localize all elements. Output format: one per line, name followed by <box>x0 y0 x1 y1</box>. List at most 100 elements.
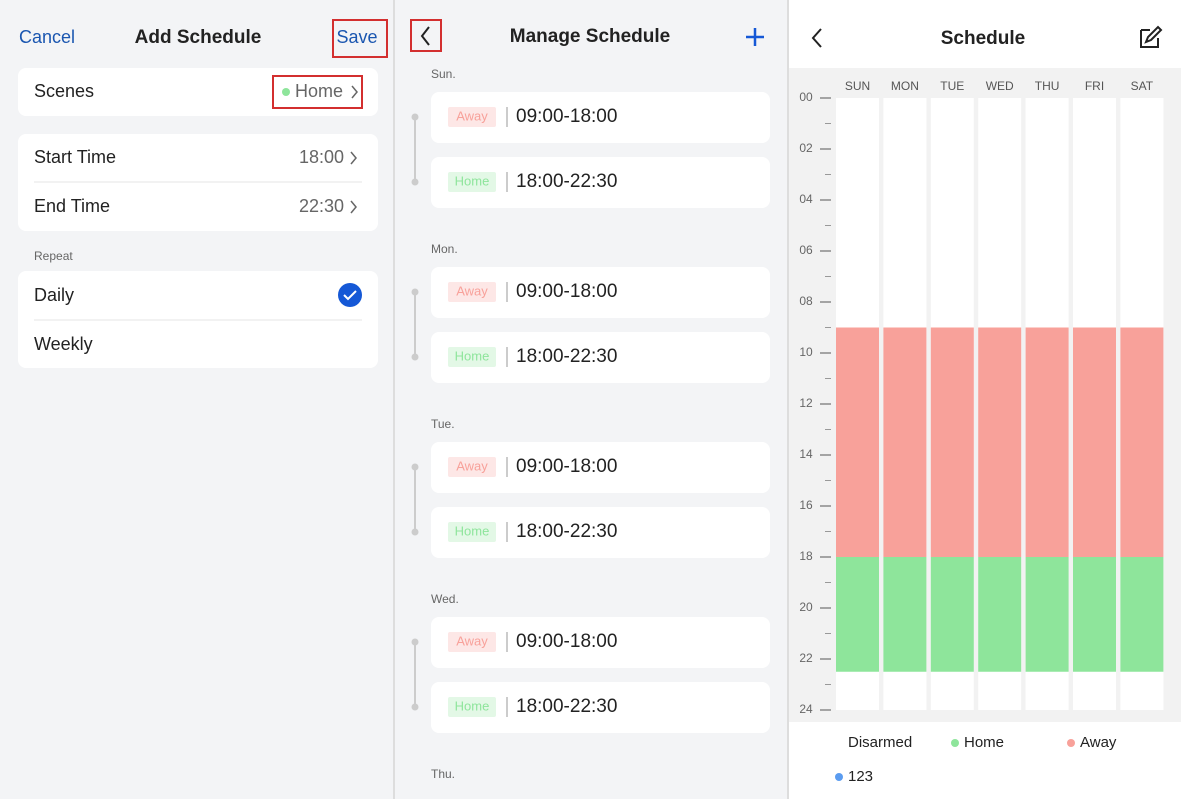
end-time-value[interactable]: 22:30 <box>299 196 344 216</box>
time-range: 09:00-18:00 <box>516 281 617 302</box>
page-title: Manage Schedule <box>510 26 671 47</box>
edit-button[interactable] <box>1140 25 1163 48</box>
legend-swatch <box>1067 739 1075 747</box>
separator <box>787 0 789 799</box>
schedule-card[interactable] <box>431 267 770 318</box>
schedule-segment <box>883 557 927 672</box>
repeat-option[interactable]: Daily <box>34 285 74 305</box>
y-tick-label: 12 <box>799 396 813 410</box>
scene-tag-label: Home <box>455 173 490 188</box>
panel-background <box>0 0 393 799</box>
legend-label: Home <box>964 734 1004 751</box>
timeline-dot <box>411 113 419 121</box>
repeat-option[interactable]: Weekly <box>34 334 93 354</box>
y-tick-label: 02 <box>799 141 813 155</box>
cancel-button[interactable]: Cancel <box>19 27 75 47</box>
y-tick-label: 10 <box>799 345 813 359</box>
scene-tag <box>448 347 496 367</box>
y-tick-label: 22 <box>799 651 813 665</box>
day-header: SAT <box>1131 79 1154 93</box>
end-time-label: End Time <box>34 196 110 216</box>
y-tick-label: 24 <box>799 702 813 716</box>
schedule-segment <box>1120 327 1164 557</box>
scene-tag-label: Away <box>456 283 488 298</box>
chevron <box>350 200 357 214</box>
timeline-dot <box>411 178 419 186</box>
highlight-box <box>410 19 442 52</box>
y-tick-label: 06 <box>799 243 813 257</box>
time-range: 18:00-22:30 <box>516 696 617 717</box>
save-button[interactable]: Save <box>336 27 377 47</box>
schedule-card[interactable] <box>431 442 770 493</box>
legend-label: Disarmed <box>848 734 912 751</box>
y-tick-label: 18 <box>799 549 813 563</box>
highlight-box <box>332 19 388 58</box>
schedule-segment <box>978 557 1022 672</box>
time-range: 18:00-22:30 <box>516 171 617 192</box>
scenes-label: Scenes <box>34 81 94 101</box>
day-label: Thu. <box>431 767 455 781</box>
schedule-card[interactable] <box>431 682 770 733</box>
scene-dot <box>282 88 290 96</box>
schedule-segment <box>978 327 1022 557</box>
legend-swatch <box>835 773 843 781</box>
start-time-label: Start Time <box>34 147 116 167</box>
schedule-segment <box>930 557 974 672</box>
legend-label: Away <box>1080 734 1117 751</box>
back-button[interactable] <box>811 28 822 48</box>
schedule-segment <box>1073 557 1116 672</box>
schedule-segment <box>1025 327 1069 557</box>
day-label: Wed. <box>431 592 459 606</box>
start-time-value[interactable]: 18:00 <box>299 147 344 167</box>
time-range: 18:00-22:30 <box>516 346 617 367</box>
y-tick-label: 20 <box>799 600 813 614</box>
schedule-segment <box>1120 557 1164 672</box>
scene-tag <box>448 282 496 302</box>
page-title: Schedule <box>941 28 1025 49</box>
time-range: 09:00-18:00 <box>516 631 617 652</box>
legend-swatch <box>951 739 959 747</box>
time-range: 09:00-18:00 <box>516 456 617 477</box>
check-icon <box>338 283 362 307</box>
schedule-list: Sun. Away 09:00-18:00 Home 18:00-22:30 Mon. Aw… <box>411 67 770 781</box>
day-header: TUE <box>940 79 964 93</box>
time-range: 18:00-22:30 <box>516 521 617 542</box>
schedule-card[interactable] <box>431 507 770 558</box>
schedule-card[interactable] <box>431 92 770 143</box>
y-tick-label: 00 <box>799 90 813 104</box>
scene-tag-label: Away <box>456 633 488 648</box>
page-title: Add Schedule <box>135 27 262 48</box>
day-label: Tue. <box>431 417 455 431</box>
scene-tag <box>448 522 496 542</box>
legend-label: 123 <box>848 768 873 785</box>
timeline-dot <box>411 353 419 361</box>
chevron <box>351 85 358 99</box>
scene-tag <box>448 457 496 477</box>
scene-tag <box>448 697 496 717</box>
timeline-dot <box>411 463 419 471</box>
timeline-dot <box>411 703 419 711</box>
legend-swatch <box>835 739 843 747</box>
schedule-segment <box>836 557 879 672</box>
timeline-dot <box>411 288 419 296</box>
scene-tag-label: Away <box>456 108 488 123</box>
schedule-segment <box>836 327 879 557</box>
scene-tag-label: Home <box>455 523 490 538</box>
schedule-card[interactable] <box>431 157 770 208</box>
day-header: THU <box>1035 79 1060 93</box>
time-range: 09:00-18:00 <box>516 106 617 127</box>
scene-tag-label: Away <box>456 458 488 473</box>
scene-tag-label: Home <box>455 348 490 363</box>
schedule-card[interactable] <box>431 617 770 668</box>
day-header: SUN <box>845 79 870 93</box>
back-button[interactable] <box>420 26 430 46</box>
repeat-label: Repeat <box>34 249 73 263</box>
y-tick-label: 16 <box>799 498 813 512</box>
timeline-dot <box>411 638 419 646</box>
highlight-box <box>272 75 363 109</box>
scene-value[interactable]: Home <box>295 81 343 101</box>
schedule-card[interactable] <box>431 332 770 383</box>
add-button[interactable] <box>746 28 764 46</box>
day-header: MON <box>891 79 919 93</box>
